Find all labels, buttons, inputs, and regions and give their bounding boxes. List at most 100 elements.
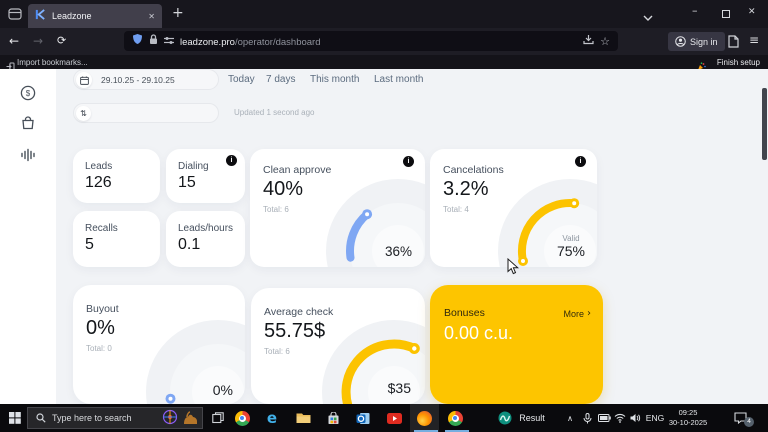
tray-battery-icon[interactable] [596,404,612,432]
start-button[interactable] [6,404,24,432]
info-icon[interactable]: i [226,155,237,166]
list-tabs-icon[interactable] [643,9,653,27]
import-bookmarks-item[interactable]: Import bookmarks... [17,57,88,67]
card-buyout: Buyout 0% Total: 0 0% [73,285,245,404]
restore-button[interactable] [722,10,730,18]
clock-date: 30-10-2025 [668,418,708,427]
tracking-shield-icon[interactable] [132,32,143,50]
card-value: 0.00 c.u. [444,323,514,343]
finish-setup-item[interactable]: Finish setup [716,57,760,67]
info-icon[interactable]: i [575,156,586,167]
tab-close-icon[interactable]: ✕ [148,11,155,21]
tray-result-label[interactable]: Result [519,413,545,423]
card-leads: Leads 126 [73,149,160,203]
card-title: Average check [264,306,334,318]
account-icon [675,36,686,47]
buyout-gauge [146,320,245,404]
edge-icon[interactable]: e [266,409,278,427]
firefox-running-indicator [414,430,438,432]
card-title: Dialing [178,161,209,172]
reload-button[interactable]: ⟳ [57,34,67,47]
back-button[interactable]: ← [9,34,20,48]
card-value: 55.75$ [264,320,326,342]
card-value: 40% [263,178,304,200]
extension-icon[interactable] [728,35,739,53]
audio-wave-icon[interactable] [20,147,36,168]
gauge-value-block: Valid 75% [557,234,585,259]
chrome-icon[interactable] [446,404,464,432]
card-value: 15 [178,174,196,191]
card-clean-approve: Clean approve 40% Total: 6 i 36% [250,149,425,267]
sign-in-button[interactable]: Sign in [668,32,725,51]
card-average-check: Average check 55.75$ Total: 6 $35 [251,288,425,404]
tab-title: Leadzone [52,11,92,21]
calendar-icon [76,72,92,88]
card-title: Leads [85,161,113,172]
taskbar-search[interactable]: Type here to search [27,407,203,429]
tray-language[interactable]: ENG [645,413,665,423]
outlook-icon[interactable] [354,404,372,432]
tray-result-icon[interactable] [497,404,513,432]
chevron-right-icon: › [587,308,591,319]
permissions-icon[interactable] [164,32,174,50]
windows-taskbar: Type here to search e [0,404,768,432]
microsoft-store-icon[interactable] [324,404,342,432]
card-title: Clean approve [263,164,332,176]
browser-tab[interactable]: Leadzone ✕ [28,4,162,28]
url-bar[interactable]: leadzone.pro/operator/dashboard ☆ [124,31,618,51]
card-bonuses: Bonuses 0.00 c.u. More › [430,285,603,404]
group-select[interactable]: ⇅ [73,103,219,123]
task-view-icon[interactable] [209,404,227,432]
more-button[interactable]: More › [563,308,591,319]
clean-approve-gauge [326,179,425,267]
tray-clock[interactable]: 09:25 30-10-2025 [664,408,712,428]
card-total: Total: 0 [86,344,112,353]
action-center-icon[interactable] [731,404,749,432]
firefox-view-icon[interactable] [8,7,22,26]
gauge-arc [517,199,579,265]
gauge-value: 75% [556,243,585,259]
new-tab-button[interactable]: + [172,5,184,21]
search-placeholder: Type here to search [52,413,132,423]
gauge-value: 36% [384,244,412,259]
card-title: Cancelations [443,164,504,176]
card-title: Buyout [86,303,119,315]
chrome-pinned-icon[interactable] [233,404,251,432]
gauge-sublabel: Valid [562,234,580,243]
save-page-icon[interactable] [583,32,594,50]
tray-wifi-icon[interactable] [612,404,627,432]
card-dialing: Dialing 15 i [166,149,245,203]
date-range-picker[interactable]: 29.10.25 - 29.10.25 [73,69,219,90]
shopping-bag-icon[interactable] [20,115,36,136]
file-explorer-icon[interactable] [294,404,312,432]
dollar-circle-icon[interactable]: $ [20,85,36,106]
gauge-value: 0% [212,382,233,398]
firefox-icon[interactable] [415,404,433,432]
filter-this-month[interactable]: This month [310,74,360,85]
close-window-button[interactable]: ✕ [748,7,756,17]
lock-icon[interactable] [149,32,158,50]
filter-last-month[interactable]: Last month [374,74,424,85]
filter-7-days[interactable]: 7 days [266,74,296,85]
sort-arrows-icon: ⇅ [76,106,91,121]
card-total: Total: 4 [443,205,469,214]
menu-hamburger-icon[interactable]: ≡ [749,33,760,47]
tray-speaker-icon[interactable] [628,404,643,432]
info-icon[interactable]: i [403,156,414,167]
mouse-cursor [507,257,520,280]
page-scrollbar[interactable] [762,88,767,160]
minimize-button[interactable]: – [692,4,698,17]
average-check-gauge [322,320,425,404]
chrome-running-indicator [445,430,469,432]
card-value: 3.2% [443,178,489,200]
filter-today[interactable]: Today [228,74,255,85]
tray-mic-icon[interactable] [580,404,594,432]
bookmark-star-icon[interactable]: ☆ [600,34,610,48]
app-sidebar: $ [0,69,56,404]
card-total: Total: 6 [264,347,290,356]
forward-button[interactable]: → [33,34,44,48]
tray-chevron-up-icon[interactable]: ∧ [567,413,573,423]
updated-status: Updated 1 second ago [234,108,315,117]
youtube-icon[interactable] [385,404,403,432]
card-title: Recalls [85,223,118,234]
